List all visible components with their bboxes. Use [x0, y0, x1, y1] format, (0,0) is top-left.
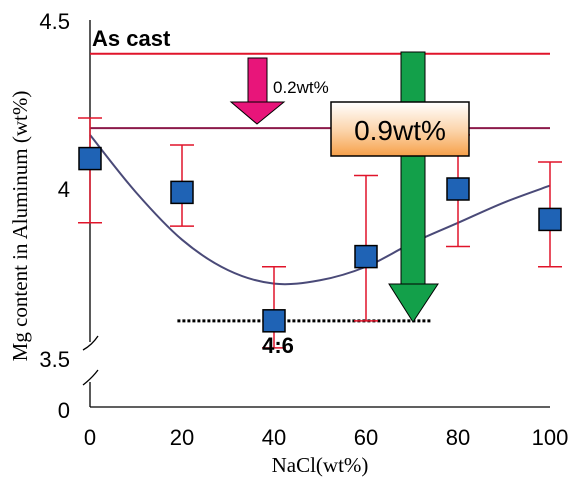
big-drop-box-frame: [330, 101, 470, 157]
as-cast-label: As cast: [92, 26, 171, 51]
error-bars: [78, 117, 562, 349]
data-point: [170, 180, 194, 205]
y-tick-labels: 4.5 4 3.5 0: [39, 9, 70, 423]
big-drop-label: 0.9wt%: [354, 115, 446, 146]
ratio-label: 4:6: [262, 333, 294, 358]
data-point: [538, 207, 562, 232]
reference-lines: [90, 52, 550, 323]
x-tick-40: 40: [262, 425, 286, 450]
x-tick-0: 0: [84, 425, 96, 450]
magenta-arrow: [229, 57, 286, 125]
small-drop-label: 0.2wt%: [273, 78, 329, 97]
x-tick-labels: 0 20 40 60 80 100: [84, 425, 568, 450]
green-arrow-head: [388, 283, 439, 323]
big-drop-box: 0.9wt%: [330, 101, 470, 157]
axis-break-lower: [82, 369, 99, 386]
data-point: [78, 146, 102, 171]
data-point: [262, 309, 286, 333]
magenta-arrow-head: [229, 101, 286, 125]
magenta-arrow-shaft: [247, 57, 268, 103]
x-tick-100: 100: [532, 425, 569, 450]
data-point: [446, 177, 470, 201]
x-tick-20: 20: [170, 425, 194, 450]
x-tick-80: 80: [446, 425, 470, 450]
trend-curve: [89, 134, 551, 286]
green-arrow-shaft: [400, 51, 426, 285]
y-tick-3.5: 3.5: [39, 347, 70, 372]
x-axis-title: NaCl(wt%): [272, 453, 369, 477]
y-tick-0: 0: [58, 398, 70, 423]
data-points: [78, 146, 562, 333]
green-arrow: [388, 51, 439, 323]
y-axis-title: Mg content in Aluminum (wt%): [8, 91, 32, 362]
data-point: [354, 244, 378, 269]
axis-break-upper: [82, 335, 99, 351]
y-tick-4.5: 4.5: [39, 9, 70, 34]
x-tick-60: 60: [354, 425, 378, 450]
y-tick-4: 4: [58, 177, 70, 202]
